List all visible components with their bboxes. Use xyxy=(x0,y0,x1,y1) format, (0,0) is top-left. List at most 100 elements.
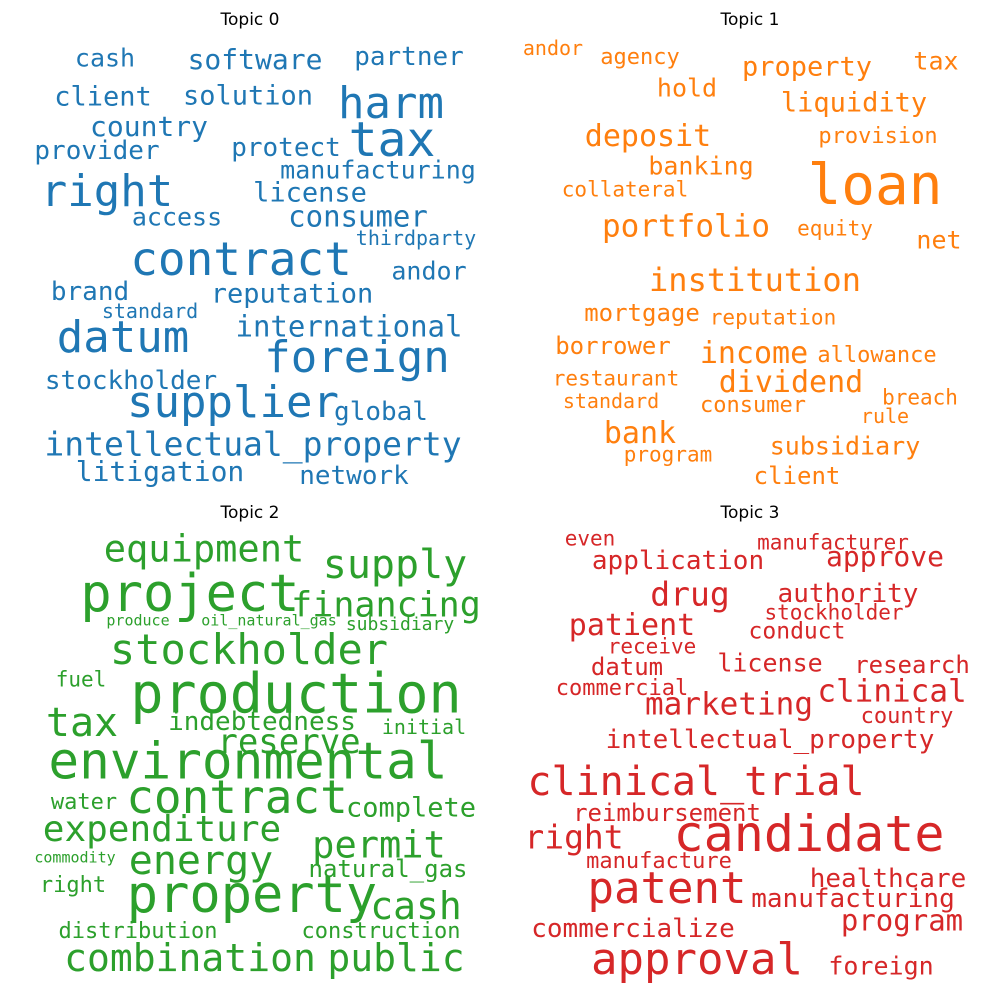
word: institution xyxy=(649,261,861,299)
word: candidate xyxy=(673,805,945,863)
word: authority xyxy=(777,579,919,609)
word: datum xyxy=(56,312,190,363)
word: research xyxy=(854,651,970,679)
word: program xyxy=(840,903,964,938)
word: thirdparty xyxy=(355,226,477,250)
topic-title: Topic 1 xyxy=(720,10,780,30)
word: project xyxy=(80,564,300,624)
word: stockholder xyxy=(44,366,218,396)
word: conduct xyxy=(748,618,846,645)
word: andor xyxy=(391,256,467,286)
word: stockholder xyxy=(764,600,904,625)
word: subsidiary xyxy=(769,431,921,461)
word: fuel xyxy=(55,667,107,692)
word: partner xyxy=(354,42,464,72)
topic-3-wordcloud: Topic 3 even manufacturer application ap… xyxy=(500,493,1000,993)
word: consumer xyxy=(288,199,428,234)
word: stockholder xyxy=(109,625,389,674)
word: contract xyxy=(130,232,352,286)
word: manufacturing xyxy=(751,884,955,914)
word: environmental xyxy=(48,732,448,792)
word: production xyxy=(130,661,462,726)
word: net xyxy=(916,225,962,255)
word: income xyxy=(699,336,809,371)
word: client xyxy=(753,462,841,490)
word: clinical xyxy=(817,673,967,710)
word: intellectual_property xyxy=(605,725,935,755)
word: client xyxy=(54,81,152,113)
word: clinical_trial xyxy=(527,759,865,805)
word: standard xyxy=(562,389,660,413)
word: distribution xyxy=(58,919,218,944)
word: receive xyxy=(607,634,697,659)
word: borrower xyxy=(555,332,671,360)
word: reserve xyxy=(217,722,361,762)
word: equipment xyxy=(103,527,305,571)
word: breach xyxy=(882,385,958,410)
word: public xyxy=(327,936,465,980)
word: country xyxy=(860,704,954,729)
word: supply xyxy=(322,542,468,588)
topic-title: Topic 3 xyxy=(720,503,780,523)
word: financing xyxy=(291,585,481,626)
word: permit xyxy=(312,823,446,867)
word: manufacture xyxy=(586,849,732,874)
word: network xyxy=(299,461,409,491)
word: consumer xyxy=(700,393,806,418)
word: manufacturing xyxy=(280,155,476,185)
word: patient xyxy=(568,608,696,643)
word: restaurant xyxy=(552,366,680,391)
word: cash xyxy=(74,43,136,73)
word: energy xyxy=(128,838,274,884)
word: allowance xyxy=(817,343,937,368)
word: supplier xyxy=(127,377,339,428)
word: right xyxy=(40,166,174,217)
word: property xyxy=(741,51,873,83)
word: liquidity xyxy=(780,87,928,119)
word: property xyxy=(126,865,378,925)
word: construction xyxy=(301,919,461,944)
word: indebtedness xyxy=(168,707,356,737)
topic-title: Topic 0 xyxy=(220,10,280,30)
word: foreign xyxy=(264,332,450,383)
word: marketing xyxy=(645,686,813,723)
topic-1-wordcloud: Topic 1 andor agency tax property hold l… xyxy=(500,0,1000,500)
word: approve xyxy=(825,540,945,573)
word: tax xyxy=(348,112,436,168)
word: subsidiary xyxy=(345,614,455,635)
word: rule xyxy=(860,404,910,428)
word: access xyxy=(131,202,223,232)
word: produce xyxy=(106,611,170,630)
word: reputation xyxy=(709,305,837,330)
word: portfolio xyxy=(602,208,770,245)
word: water xyxy=(50,790,118,815)
word: complete xyxy=(345,792,477,824)
word: patent xyxy=(587,863,747,914)
word: right xyxy=(524,817,624,857)
word: reputation xyxy=(210,278,374,310)
word: agency xyxy=(600,45,680,70)
word: dividend xyxy=(718,365,864,400)
word: intellectual_property xyxy=(44,424,462,464)
word: foreign xyxy=(828,951,934,981)
word: healthcare xyxy=(809,864,967,894)
word: cash xyxy=(370,884,462,928)
word: litigation xyxy=(75,455,245,488)
word: provider xyxy=(34,136,160,166)
word: harm xyxy=(338,78,444,129)
word: solution xyxy=(182,80,314,112)
topic-title: Topic 2 xyxy=(220,503,280,523)
word: tax xyxy=(913,46,959,76)
topic-2-wordcloud: Topic 2 equipment supply project financi… xyxy=(0,493,500,993)
word: hold xyxy=(656,73,718,103)
word: reimbursement xyxy=(573,799,761,827)
word: deposit xyxy=(584,119,712,154)
word: brand xyxy=(50,277,130,307)
word: approval xyxy=(591,934,803,985)
word: protect xyxy=(231,133,341,163)
word: commercialize xyxy=(531,914,735,944)
word: commercial xyxy=(555,676,689,701)
word: collateral xyxy=(561,177,689,202)
word: tax xyxy=(45,700,119,746)
word: application xyxy=(591,546,765,576)
